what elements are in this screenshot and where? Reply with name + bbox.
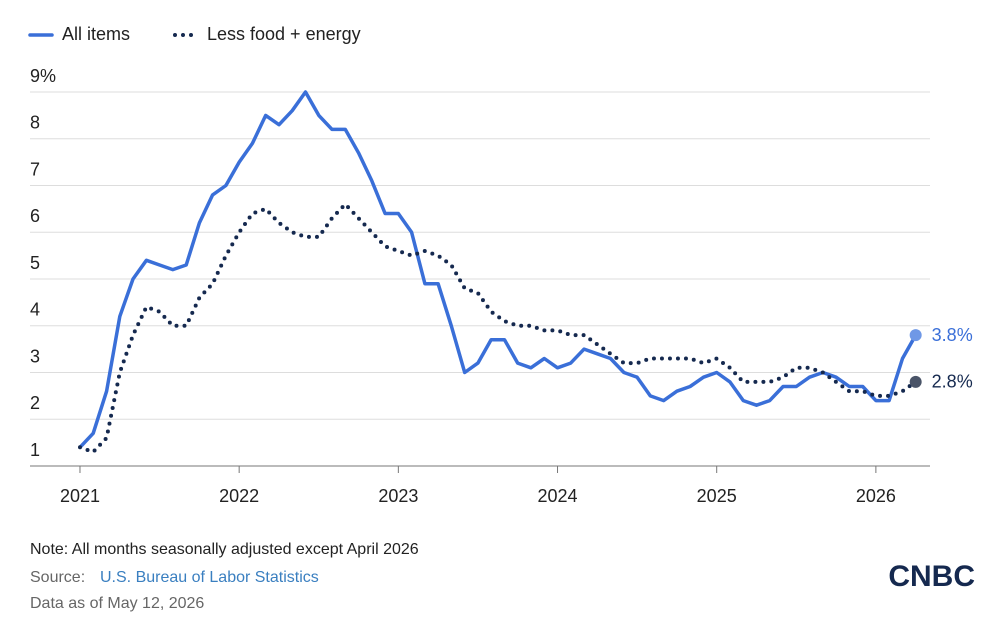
series-line (78, 90, 918, 450)
y-tick-label: 4 (30, 300, 40, 320)
legend-label: All items (62, 24, 130, 44)
y-tick-label: 7 (30, 159, 40, 179)
y-tick-label: 6 (30, 206, 40, 226)
y-tick-label: 9% (30, 66, 56, 86)
y-tick-label: 1 (30, 440, 40, 460)
x-tick-label: 2022 (219, 486, 259, 506)
source-label: Source: (30, 569, 85, 586)
y-tick-label: 5 (30, 253, 40, 273)
legend-label: Less food + energy (207, 24, 361, 44)
x-tick-label: 2025 (697, 486, 737, 506)
source-link[interactable]: U.S. Bureau of Labor Statistics (100, 569, 319, 586)
note: Note: All months seasonally adjusted exc… (30, 541, 419, 558)
x-tick-label: 2021 (60, 486, 100, 506)
x-tick-label: 2023 (378, 486, 418, 506)
series-line (78, 201, 918, 455)
logo: CNBC (888, 560, 975, 593)
value-label: 3.8% (932, 325, 973, 345)
date-note: Data as of May 12, 2026 (30, 595, 204, 612)
end-marker (909, 375, 922, 388)
x-tick-label: 2024 (537, 486, 577, 506)
y-tick-label: 3 (30, 346, 40, 366)
end-marker (909, 329, 922, 342)
y-tick-label: 2 (30, 393, 40, 413)
x-tick-label: 2026 (856, 486, 896, 506)
y-tick-label: 8 (30, 113, 40, 133)
value-label: 2.8% (932, 372, 973, 392)
